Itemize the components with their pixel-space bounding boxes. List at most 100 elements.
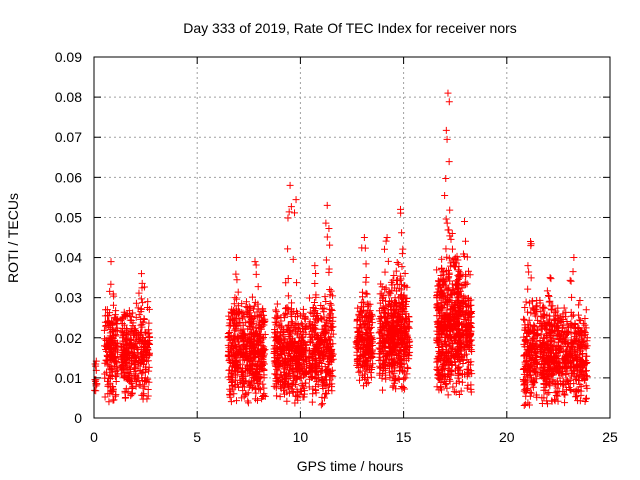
- roti-point: [119, 324, 127, 332]
- roti-point: [140, 382, 148, 390]
- roti-point: [328, 380, 336, 388]
- roti-point: [377, 326, 385, 334]
- roti-point: [297, 328, 305, 336]
- roti-point: [446, 377, 454, 385]
- roti-point: [531, 339, 539, 347]
- roti-point: [319, 400, 327, 408]
- roti-point: [578, 329, 586, 337]
- roti-point: [391, 299, 399, 307]
- roti-point: [288, 338, 296, 346]
- roti-point: [382, 284, 390, 292]
- roti-point: [439, 268, 447, 276]
- roti-point: [293, 279, 301, 287]
- roti-point: [525, 328, 533, 336]
- roti-point: [463, 280, 471, 288]
- roti-point: [436, 287, 444, 295]
- roti-point: [244, 369, 252, 377]
- roti-point: [260, 366, 268, 374]
- roti-point: [232, 357, 240, 365]
- roti-point: [322, 219, 330, 227]
- roti-point: [466, 313, 474, 321]
- roti-point: [272, 382, 280, 390]
- roti-point: [252, 373, 260, 381]
- roti-point: [436, 334, 444, 342]
- roti-point: [327, 346, 335, 354]
- roti-point: [398, 382, 406, 390]
- roti-point: [255, 312, 263, 320]
- roti-point: [381, 245, 389, 253]
- roti-point: [356, 353, 364, 361]
- roti-point: [232, 270, 240, 278]
- roti-point: [462, 346, 470, 354]
- axis-ticks: [93, 56, 611, 419]
- roti-point: [138, 339, 146, 347]
- roti-point: [255, 374, 263, 382]
- roti-point: [391, 284, 399, 292]
- roti-point: [317, 401, 325, 409]
- roti-point: [459, 336, 467, 344]
- roti-point: [292, 196, 300, 204]
- roti-point: [568, 344, 576, 352]
- roti-point: [326, 241, 334, 249]
- roti-point: [244, 325, 252, 333]
- roti-point: [434, 291, 442, 299]
- roti-point: [92, 360, 100, 368]
- roti-point: [110, 292, 118, 300]
- roti-point: [448, 245, 456, 253]
- roti-point: [309, 357, 317, 365]
- roti-point: [362, 338, 370, 346]
- roti-point: [242, 364, 250, 372]
- roti-point: [119, 349, 127, 357]
- roti-point: [135, 289, 143, 297]
- roti-point: [388, 297, 396, 305]
- roti-point: [447, 235, 455, 243]
- roti-point: [550, 357, 558, 365]
- roti-point: [299, 393, 307, 401]
- roti-point: [141, 366, 149, 374]
- roti-point: [577, 383, 585, 391]
- roti-point: [280, 340, 288, 348]
- roti-point: [442, 174, 450, 182]
- roti-point: [355, 333, 363, 341]
- roti-point: [550, 379, 558, 387]
- roti-point: [403, 294, 411, 302]
- roti-point: [581, 314, 589, 322]
- roti-point: [454, 370, 462, 378]
- roti-point: [146, 341, 154, 349]
- roti-point: [309, 303, 317, 311]
- roti-point: [375, 350, 383, 358]
- roti-point: [104, 340, 112, 348]
- roti-point: [227, 387, 235, 395]
- roti-point: [104, 322, 112, 330]
- roti-point: [366, 333, 374, 341]
- roti-point: [386, 343, 394, 351]
- roti-point: [379, 356, 387, 364]
- y-tick-labels: 0 0.01 0.02 0.03 0.04 0.05 0.06 0.07 0.08 0.09: [55, 49, 82, 426]
- roti-point: [463, 339, 471, 347]
- roti-point: [236, 345, 244, 353]
- roti-point: [285, 332, 293, 340]
- roti-point: [399, 383, 407, 391]
- roti-point: [540, 366, 548, 374]
- data-points: [91, 89, 591, 410]
- roti-point: [379, 292, 387, 300]
- roti-point: [251, 258, 259, 266]
- x-axis-title: GPS time / hours: [297, 458, 404, 474]
- roti-point: [118, 361, 126, 369]
- roti-point: [326, 369, 334, 377]
- roti-point: [139, 299, 147, 307]
- y-tick-label: 0.06: [55, 169, 82, 185]
- roti-point: [557, 344, 565, 352]
- roti-point: [111, 354, 119, 362]
- roti-point: [260, 321, 268, 329]
- roti-point: [566, 276, 574, 284]
- roti-point: [238, 300, 246, 308]
- roti-point: [541, 304, 549, 312]
- roti-point: [327, 340, 335, 348]
- roti-point: [307, 364, 315, 372]
- roti-point: [546, 378, 554, 386]
- roti-point: [312, 389, 320, 397]
- roti-point: [284, 363, 292, 371]
- roti-point: [387, 356, 395, 364]
- roti-point: [445, 266, 453, 274]
